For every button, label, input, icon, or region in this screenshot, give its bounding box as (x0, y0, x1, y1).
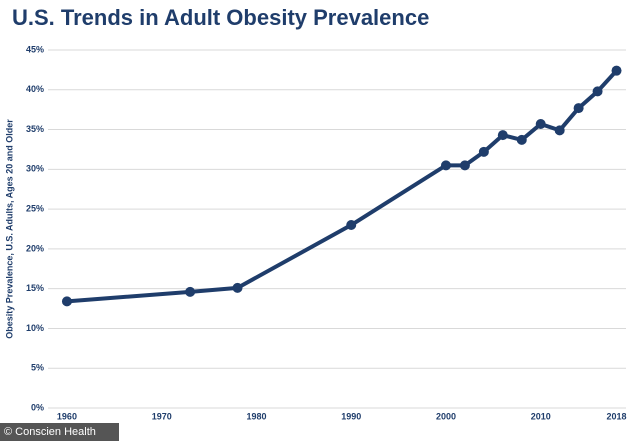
data-point (459, 160, 470, 171)
credit-background (0, 423, 119, 441)
y-tick-label: 40% (26, 84, 44, 94)
x-tick-label: 1960 (57, 411, 77, 421)
data-point (346, 220, 357, 231)
x-tick-label: 2018 (607, 411, 627, 421)
data-point (592, 86, 603, 97)
y-tick-label: 20% (26, 243, 44, 253)
data-point (554, 125, 565, 136)
data-point (497, 130, 508, 141)
y-tick-label: 25% (26, 203, 44, 213)
x-tick-label: 2010 (531, 411, 551, 421)
chart-title: U.S. Trends in Adult Obesity Prevalence (12, 5, 429, 30)
data-point (573, 103, 584, 114)
x-tick-label: 2000 (436, 411, 456, 421)
y-tick-label: 30% (26, 164, 44, 174)
credit: © Conscien Health (4, 426, 96, 438)
x-tick-label: 1980 (246, 411, 266, 421)
y-tick-label: 35% (26, 124, 44, 134)
y-axis-label: Obesity Prevalence, U.S. Adults, Ages 20… (4, 119, 14, 339)
data-point (478, 146, 489, 157)
data-point (440, 160, 451, 171)
data-point (61, 296, 72, 307)
data-point (232, 282, 243, 293)
data-point (535, 118, 546, 129)
data-line (66, 69, 618, 304)
y-tick-label: 0% (31, 402, 44, 412)
x-tick-label: 1970 (152, 411, 172, 421)
data-point (185, 286, 196, 297)
y-tick-label: 5% (31, 363, 44, 373)
data-point (611, 65, 622, 76)
data-point (516, 134, 527, 145)
y-tick-label: 10% (26, 323, 44, 333)
y-tick-label: 15% (26, 283, 44, 293)
x-tick-label: 1990 (341, 411, 361, 421)
y-tick-label: 45% (26, 44, 44, 54)
